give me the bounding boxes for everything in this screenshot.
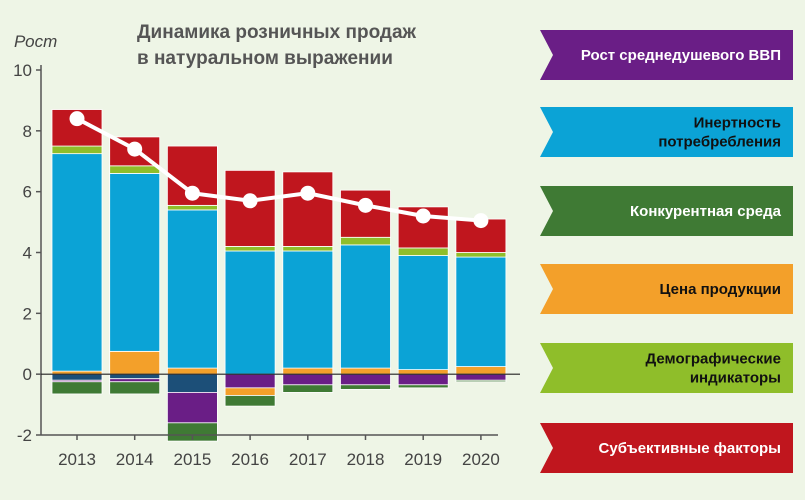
bar-segment-2017-series-0 xyxy=(282,373,334,386)
y-tick-label: 4 xyxy=(23,244,32,263)
bar-segment-2017-series-4 xyxy=(282,246,334,252)
bar-segment-2015-series-0 xyxy=(166,392,218,424)
bar-segment-2019-series-4 xyxy=(397,247,449,256)
legend-label: Цена продукции xyxy=(660,281,781,298)
legend-swatch xyxy=(540,107,793,157)
bar-segment-2018-series-2 xyxy=(340,384,391,390)
x-tick-label: 2019 xyxy=(404,450,442,469)
bar-segment-2020-series-3 xyxy=(455,366,507,375)
legend-swatch xyxy=(540,186,793,236)
x-tick-label: 2018 xyxy=(347,450,385,469)
legend-swatch xyxy=(540,264,793,314)
bar-segment-2015-series-3 xyxy=(166,367,218,375)
legend-label: индикаторы xyxy=(690,370,781,387)
bar-segment-2014-series-0 xyxy=(109,378,161,383)
bar-segment-2020-series-4 xyxy=(455,252,507,258)
x-tick-label: 2017 xyxy=(289,450,327,469)
legend-item: Инертность потребребления xyxy=(540,107,793,157)
bar-segment-2014-base xyxy=(109,373,161,380)
y-tick-label: 2 xyxy=(23,304,32,323)
bar-segment-2018-series-5 xyxy=(340,189,391,238)
growth-point-2020 xyxy=(473,213,489,229)
chart-title-line: в натуральном выражении xyxy=(137,48,393,69)
bar-segment-2013-series-4 xyxy=(51,145,103,155)
legend-item: Цена продукции xyxy=(540,264,793,314)
bar-segment-2018-series-3 xyxy=(340,367,391,375)
legend-swatch xyxy=(540,343,793,393)
growth-point-2014 xyxy=(127,141,143,157)
bar-segment-2014-series-3 xyxy=(109,350,161,375)
bar-segment-2015-base xyxy=(166,373,218,393)
y-tick-label: 8 xyxy=(23,122,32,141)
bar-segment-2016-series-1 xyxy=(224,250,276,375)
chart-title-line: Динамика розничных продаж xyxy=(137,22,417,43)
x-tick-label: 2016 xyxy=(231,450,269,469)
bar-segment-2013-base xyxy=(51,373,103,381)
bar-segment-2017-series-2 xyxy=(282,384,334,393)
bar-segment-2016-series-4 xyxy=(224,246,276,252)
legend-label: Рост среднедушевого ВВП xyxy=(581,47,781,64)
y-tick-label: 0 xyxy=(23,365,32,384)
x-tick-label: 2015 xyxy=(173,450,211,469)
bar-segment-2018-series-1 xyxy=(340,244,391,369)
bar-segment-2015-series-4 xyxy=(166,204,218,211)
y-tick-label: 10 xyxy=(13,61,32,80)
bar-segment-2014-series-1 xyxy=(109,173,161,352)
bar-segment-2014-series-4 xyxy=(109,165,161,174)
legend-label: Инертность xyxy=(694,115,781,132)
bar-segment-2014-series-2 xyxy=(109,381,161,395)
bar-segment-2020-series-2 xyxy=(455,379,507,383)
growth-point-2013 xyxy=(69,111,85,127)
bar-segment-2013-series-2 xyxy=(51,381,103,395)
growth-point-2019 xyxy=(415,208,431,224)
growth-line-layer xyxy=(69,111,489,229)
bar-segment-2017-series-1 xyxy=(282,250,334,369)
y-axis-label: Рост xyxy=(14,32,57,51)
bar-segment-2020-series-0 xyxy=(455,373,507,381)
growth-point-2016 xyxy=(242,193,258,209)
x-tick-label: 2014 xyxy=(116,450,154,469)
bar-segment-2018-series-0 xyxy=(340,373,391,386)
legend: Рост среднедушевого ВВП Инертность потребр… xyxy=(540,30,793,473)
growth-line xyxy=(76,116,482,223)
y-tick-label: 6 xyxy=(23,183,32,202)
titles-layer: Рост Динамика розничных продаж в натуральн… xyxy=(14,22,417,69)
bar-segment-2013-series-1 xyxy=(51,153,103,372)
bar-segment-2016-series-0 xyxy=(224,373,276,389)
bar-segment-2017-series-3 xyxy=(282,367,334,375)
bar-segment-2015-series-2 xyxy=(166,422,218,442)
legend-label: Субъективные факторы xyxy=(599,440,781,457)
bar-segment-2018-series-4 xyxy=(340,236,391,246)
bar-segment-2020-series-1 xyxy=(455,256,507,367)
bar-segment-2016-series-5 xyxy=(224,169,276,247)
x-tick-label: 2020 xyxy=(462,450,500,469)
legend-item: Рост среднедушевого ВВП xyxy=(540,30,793,80)
legend-item: Конкурентная среда xyxy=(540,186,793,236)
bar-segment-2019-series-3 xyxy=(397,369,449,375)
legend-label: потребребления xyxy=(658,134,781,151)
bars-layer xyxy=(51,109,507,442)
legend-swatch xyxy=(540,423,793,473)
axes-layer: -2 0 2 4 6 8 10 2013 2014 2015 2016 2017 2018 2019 202… xyxy=(13,61,520,469)
growth-point-2015 xyxy=(184,185,200,201)
bar-segment-2019-series-0 xyxy=(397,373,449,386)
legend-label: Конкурентная среда xyxy=(630,203,782,220)
legend-item: Субъективные факторы xyxy=(540,423,793,473)
growth-point-2017 xyxy=(300,185,316,201)
bar-segment-2019-series-2 xyxy=(397,384,449,389)
y-tick-label: -2 xyxy=(17,426,32,445)
bar-segment-2017-series-5 xyxy=(282,171,334,247)
legend-swatch xyxy=(540,30,793,80)
legend-label: Демографические xyxy=(646,351,781,368)
legend-item: Демографические индикаторы xyxy=(540,343,793,393)
bar-segment-2016-series-2 xyxy=(224,395,276,407)
growth-point-2018 xyxy=(358,197,373,213)
bar-segment-2019-series-1 xyxy=(397,255,449,371)
bar-segment-2016-series-3 xyxy=(224,387,276,396)
bar-segment-2015-series-1 xyxy=(166,209,218,369)
x-tick-label: 2013 xyxy=(58,450,96,469)
